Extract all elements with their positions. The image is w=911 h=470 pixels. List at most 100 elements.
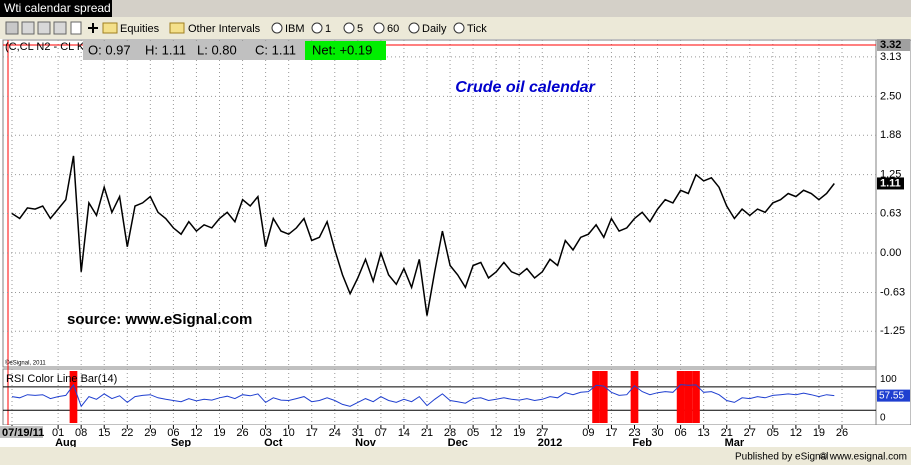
rsi-last-box — [877, 389, 910, 402]
x-tick-label: 08 — [75, 427, 87, 439]
x-tick-label: 27 — [744, 427, 756, 439]
y-tick-label: 3.13 — [880, 51, 901, 63]
x-month-label: Sep — [171, 437, 191, 449]
quote-open: O: 0.97 — [88, 42, 131, 57]
x-tick-label: 09 — [582, 427, 594, 439]
toolbar-icon — [373, 22, 385, 34]
rsi-last-label: 57.55 — [879, 390, 904, 401]
toolbar-icon — [271, 22, 283, 34]
x-tick-label: 06 — [674, 427, 686, 439]
rsi-alert-bar — [684, 371, 693, 423]
toolbar-button[interactable]: Daily — [422, 23, 447, 35]
price-panel — [2, 39, 877, 368]
x-tick-label: 06 — [167, 427, 179, 439]
x-axis-panel — [0, 425, 911, 447]
x-tick-label: 24 — [329, 427, 341, 439]
title-bar — [0, 0, 911, 17]
footer-published: Published by eSignal — [735, 452, 828, 463]
x-tick-label: 31 — [352, 427, 364, 439]
quote-high: H: 1.11 — [145, 42, 186, 57]
rsi-alert-bar — [692, 371, 700, 423]
rsi-alert-bar — [630, 371, 639, 423]
high-label-box — [877, 39, 910, 52]
rsi-alert-bar — [592, 371, 600, 423]
x-tick-highlight — [0, 426, 43, 438]
toolbar-icon — [408, 22, 420, 34]
x-tick-label: 03 — [259, 427, 271, 439]
x-tick-label: 29 — [144, 427, 156, 439]
x-month-label: Feb — [632, 437, 652, 449]
toolbar-icons — [5, 21, 185, 35]
x-tick-label: 10 — [283, 427, 295, 439]
toolbar-button[interactable]: 1 — [325, 23, 331, 35]
toolbar-button[interactable]: Tick — [467, 23, 487, 35]
x-month-label: Nov — [355, 437, 377, 449]
x-tick-label: 17 — [605, 427, 617, 439]
x-tick-label: 19 — [813, 427, 825, 439]
y-tick-label: 2.50 — [880, 90, 901, 102]
x-tick-label: 15 — [98, 427, 110, 439]
x-tick-label: 12 — [190, 427, 202, 439]
symbol: (C,CL N2 - CL K2 — [5, 41, 90, 53]
x-month-label: 2012 — [538, 437, 562, 449]
x-tick-label: 26 — [236, 427, 248, 439]
last-price-box — [877, 177, 904, 190]
rsi-alert-bar — [676, 371, 685, 423]
chart-title: Crude oil calendar — [455, 79, 595, 96]
quote-low: L: 0.80 — [197, 42, 237, 57]
x-tick-label: 05 — [467, 427, 479, 439]
x-month-label: Dec — [448, 437, 468, 449]
high-label: 3.32 — [880, 39, 901, 51]
toolbar-button[interactable]: 60 — [387, 23, 399, 35]
toolbar-icon — [453, 22, 465, 34]
x-tick-label: 07 — [375, 427, 387, 439]
y-tick-label: 0.63 — [880, 207, 901, 219]
y-tick-label: -1.25 — [880, 325, 905, 337]
toolbar-items: Equities Other Intervals IBM 1 5 60 Daily Tick — [120, 22, 487, 35]
rsi-alert-bar — [599, 371, 608, 423]
y-tick-label: -0.63 — [880, 286, 905, 298]
x-tick-label: 19 — [213, 427, 225, 439]
rsi-tick-label: 100 — [880, 374, 897, 385]
status-bar — [0, 447, 911, 465]
x-tick-label: 19 — [513, 427, 525, 439]
rsi-tick-label: 0 — [880, 413, 886, 424]
x-tick-label: 27 — [536, 427, 548, 439]
title-tab[interactable] — [0, 0, 112, 17]
x-month-label: Aug — [55, 437, 76, 449]
rsi-alert-bar — [69, 371, 78, 423]
x-tick-label: 30 — [651, 427, 663, 439]
rsi-line — [11, 383, 835, 408]
x-tick-label: 21 — [721, 427, 733, 439]
toolbar-button[interactable]: Other Intervals — [188, 23, 261, 35]
toolbar-icon — [343, 22, 355, 34]
toolbar-button[interactable]: Equities — [120, 23, 160, 35]
x-month-label: Oct — [264, 437, 283, 449]
x-tick-label: 28 — [444, 427, 456, 439]
x-tick-label: 12 — [790, 427, 802, 439]
toolbar-button[interactable]: 5 — [357, 23, 363, 35]
x-tick-label: 17 — [306, 427, 318, 439]
x-tick-label: 07/19/11 — [2, 427, 44, 439]
price-line — [11, 155, 835, 316]
x-tick-label: 01 — [52, 427, 64, 439]
x-tick-label: 26 — [836, 427, 848, 439]
footer-site: © www.esignal.com — [820, 452, 907, 463]
x-tick-label: 14 — [398, 427, 410, 439]
toolbar-icon — [311, 22, 323, 34]
quote-box — [83, 41, 305, 60]
window-title: Wti calendar spread — [4, 1, 111, 15]
copyright: ©eSignal, 2011 — [5, 360, 46, 367]
x-tick-label: 05 — [767, 427, 779, 439]
x-month-label: Mar — [725, 437, 745, 449]
x-tick-label: 22 — [121, 427, 133, 439]
last-price-label: 1.11 — [880, 177, 901, 189]
x-tick-label: 13 — [698, 427, 710, 439]
toolbar-button[interactable]: IBM — [285, 23, 305, 35]
y-tick-label: 0.00 — [880, 247, 901, 259]
quote-close: C: 1.11 — [255, 42, 296, 57]
x-tick-label: 23 — [628, 427, 640, 439]
